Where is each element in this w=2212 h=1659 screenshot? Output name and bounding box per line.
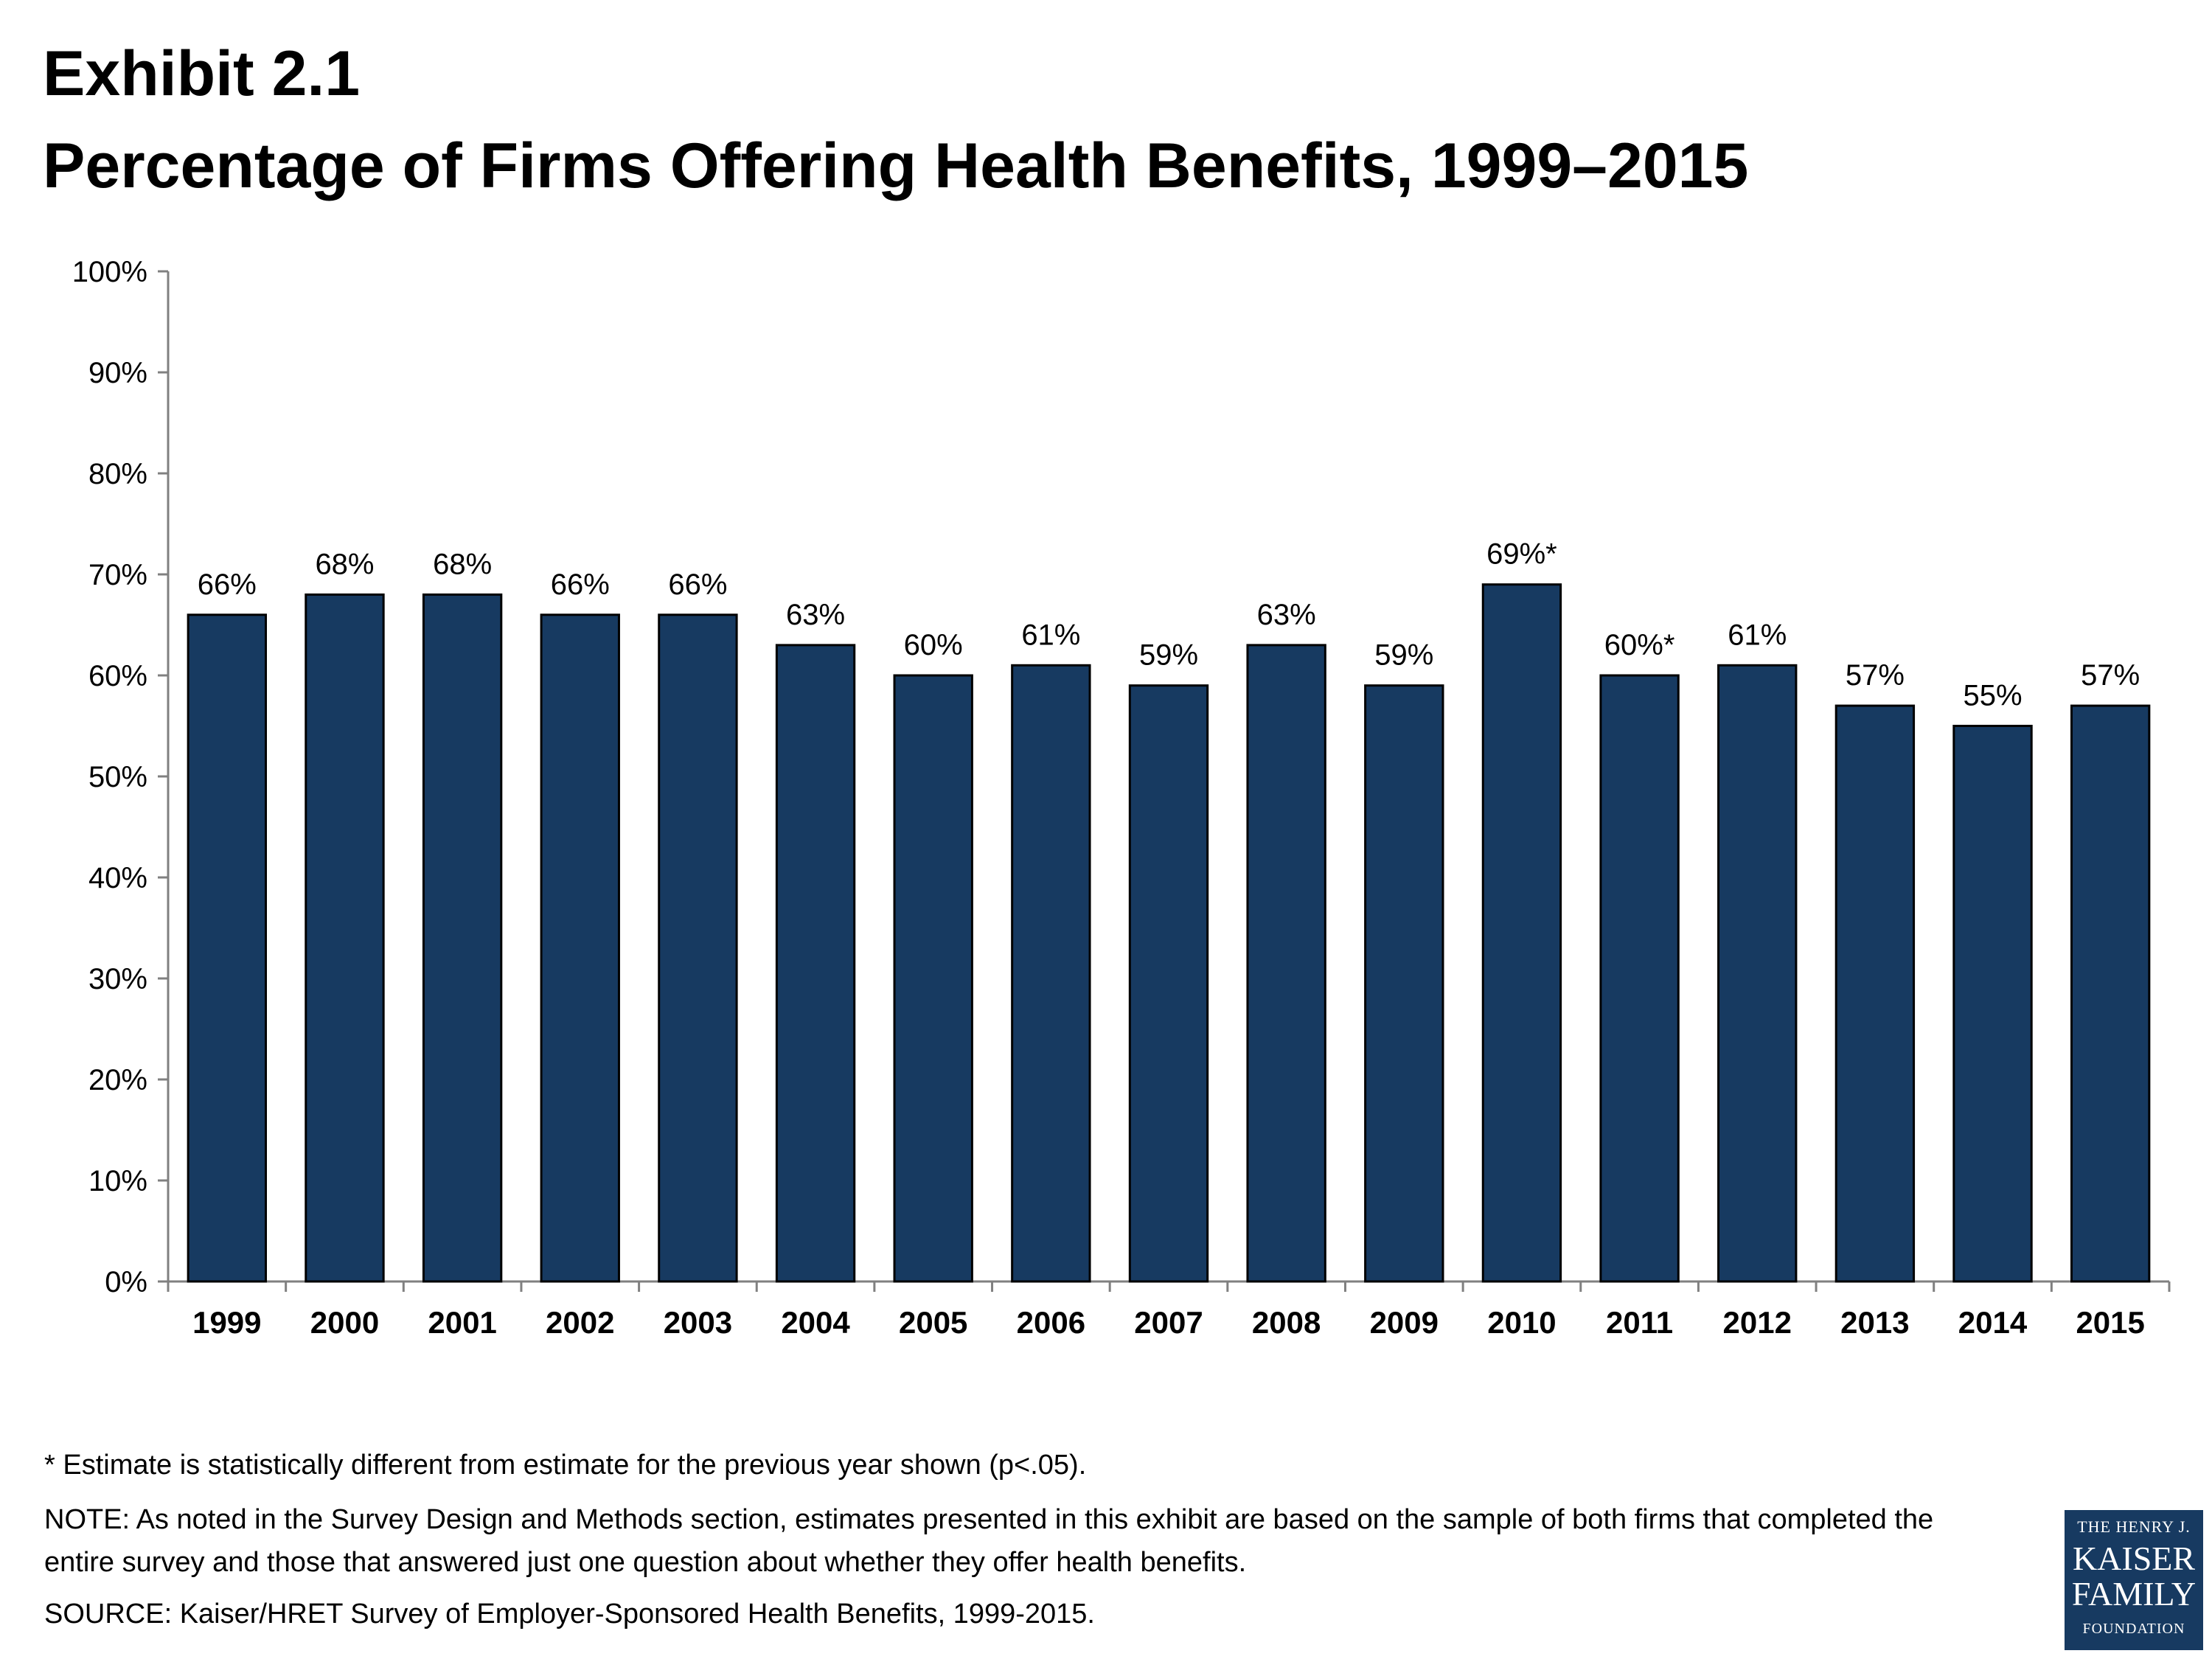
bar [1599,674,1680,1283]
y-tick-label: 60% [88,660,147,692]
logo-line-2: KAISER [2072,1540,2196,1577]
bar-value-label: 57% [1846,659,1905,692]
bar [893,674,973,1283]
x-axis: 1999 2000 2001 2002 2003 2004 2005 2006 2007 2008… [167,1280,2171,1340]
y-tick-label: 40% [88,862,147,894]
y-tick-label: 10% [88,1165,147,1197]
bar-value-label: 57% [2081,659,2140,692]
bar [540,613,620,1283]
bar [1481,583,1562,1283]
x-category-label: 2012 [1723,1305,1792,1340]
bar [187,613,268,1283]
bar [1246,644,1326,1283]
bar-value-label: 61% [1728,619,1787,651]
x-category-label: 2015 [2076,1305,2144,1340]
y-axis: 0% 10% 20% 30% 40% 50% 60% 70% 80% 90% 100% [72,256,170,1298]
x-category-label: 2004 [781,1305,850,1340]
bar [658,613,738,1283]
y-tick-label: 30% [88,963,147,995]
x-category-label: 2013 [1840,1305,1909,1340]
bar-value-label: 61% [1021,619,1080,651]
bar-value-label: 66% [668,568,727,601]
bar [1128,684,1209,1283]
methodology-note: NOTE: As noted in the Survey Design and … [44,1504,1934,1578]
x-category-label: 2011 [1606,1305,1673,1340]
source-note: SOURCE: Kaiser/HRET Survey of Employer-S… [44,1599,1095,1630]
x-category-label: 2001 [428,1305,496,1340]
x-category-label: 2006 [1017,1305,1085,1340]
y-tick-label: 90% [88,357,147,389]
x-category-label: 2002 [546,1305,614,1340]
exhibit-number: Exhibit 2.1 [43,38,361,109]
logo-line-1: THE HENRY J. [2077,1517,2191,1536]
bar-value-label: 59% [1374,639,1433,672]
bar-value-label: 63% [1257,599,1316,631]
bar [1717,664,1798,1283]
y-tick-label: 80% [88,458,147,490]
y-tick-label: 70% [88,559,147,591]
bar-value-label: 66% [198,568,257,601]
bar-value-label: 59% [1139,639,1198,672]
bar [1011,664,1091,1283]
bars: 66% 68% 68% 66% 66% 63% 60% 61% 59% 63% 59% 69%* 60%… [187,538,2151,1283]
x-category-label: 2014 [1958,1305,2028,1340]
bar-value-label: 66% [551,568,610,601]
bar-chart: 0% 10% 20% 30% 40% 50% 60% 70% 80% 90% 100% 1999 20… [72,256,2171,1340]
y-tick-label: 50% [88,761,147,793]
bar [1834,704,1916,1283]
chart-title: Percentage of Firms Offering Health Bene… [43,131,1749,201]
bar-value-label: 63% [786,599,845,631]
x-category-label: 2009 [1370,1305,1439,1340]
bar [2070,704,2151,1283]
y-tick-label: 20% [88,1064,147,1096]
y-tick-label: 100% [72,256,147,288]
x-category-label: 2010 [1487,1305,1556,1340]
x-category-label: 2000 [310,1305,379,1340]
x-category-label: 2008 [1252,1305,1321,1340]
x-category-label: 2005 [899,1305,967,1340]
kaiser-family-foundation-logo: THE HENRY J. KAISER FAMILY FOUNDATION [2065,1510,2203,1650]
logo-line-4: FOUNDATION [2082,1621,2185,1637]
significance-footnote: * Estimate is statistically different fr… [44,1450,1087,1481]
x-category-label: 2003 [664,1305,732,1340]
bar-value-label: 68% [315,548,374,580]
bar-value-label: 60%* [1604,629,1675,661]
x-category-label: 1999 [192,1305,261,1340]
logo-line-3: FAMILY [2071,1575,2197,1613]
bar [1952,725,2033,1283]
y-tick-label: 0% [105,1266,147,1298]
bar-value-label: 60% [904,629,963,661]
bar-value-label: 68% [433,548,492,580]
x-category-label: 2007 [1134,1305,1203,1340]
bar [305,593,385,1283]
bar [1364,684,1444,1283]
bar [775,644,856,1283]
bar [422,593,503,1283]
bar-value-label: 69%* [1486,538,1557,571]
bar-value-label: 55% [1963,680,2022,712]
